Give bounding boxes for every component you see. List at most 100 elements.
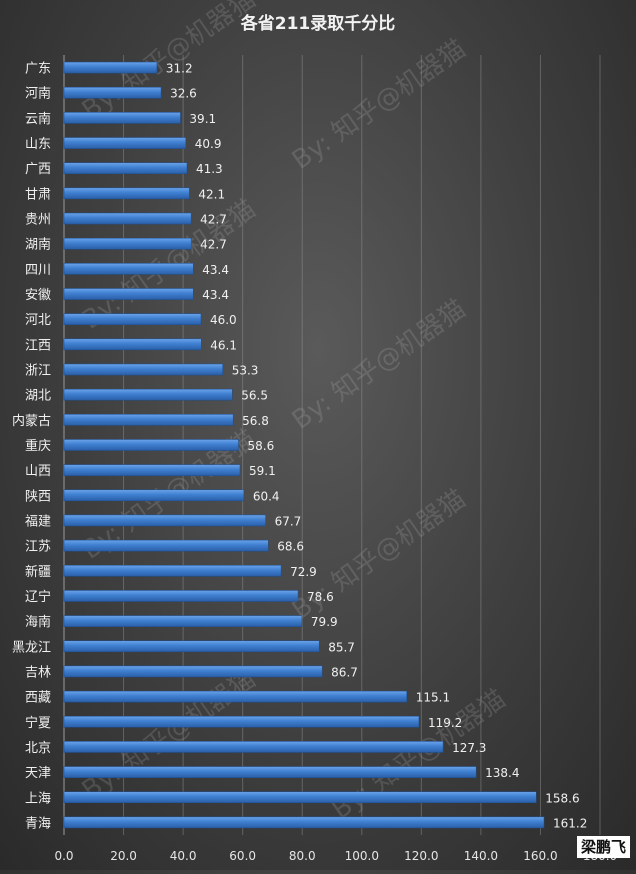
value-label: 72.9 <box>290 565 317 579</box>
value-label: 79.9 <box>311 615 338 629</box>
value-label: 32.6 <box>170 87 197 101</box>
bar <box>63 313 202 325</box>
category-label: 内蒙古 <box>12 413 51 429</box>
category-label: 山东 <box>25 137 51 152</box>
category-label: 黑龙江 <box>12 640 51 655</box>
bar <box>63 565 282 577</box>
value-label: 53.3 <box>232 364 259 378</box>
value-label: 59.1 <box>249 464 276 478</box>
value-label: 43.4 <box>202 288 229 302</box>
bar <box>63 288 194 300</box>
bar <box>63 816 545 829</box>
value-label: 41.3 <box>196 162 223 176</box>
value-label: 56.5 <box>241 389 268 403</box>
category-label: 云南 <box>25 111 51 127</box>
category-label: 江苏 <box>25 539 51 555</box>
category-label: 甘肃 <box>25 187 51 202</box>
bar <box>63 237 192 250</box>
value-label: 56.8 <box>242 414 269 428</box>
bar <box>63 615 303 627</box>
category-label: 重庆 <box>25 438 51 454</box>
category-label: 北京 <box>25 741 51 756</box>
category-label: 山西 <box>25 464 51 479</box>
value-label: 42.7 <box>200 238 227 252</box>
x-tick-label: 0.0 <box>54 849 73 863</box>
category-label: 河南 <box>25 86 51 102</box>
value-label: 85.7 <box>328 640 355 654</box>
signature: 梁鹏飞 <box>576 836 630 858</box>
value-label: 68.6 <box>277 540 304 554</box>
category-label: 浙江 <box>25 364 51 379</box>
bar <box>63 137 187 149</box>
value-label: 86.7 <box>331 665 358 679</box>
value-label: 161.2 <box>553 816 587 830</box>
x-tick-label: 40.0 <box>170 849 197 863</box>
category-label: 广西 <box>25 162 51 177</box>
x-tick-label: 60.0 <box>229 849 256 863</box>
bar <box>63 388 233 401</box>
category-label: 海南 <box>25 614 51 630</box>
category-label: 宁夏 <box>25 715 51 731</box>
bar <box>63 665 323 678</box>
value-label: 31.2 <box>166 62 193 76</box>
category-label: 天津 <box>25 766 51 781</box>
bar <box>63 112 181 124</box>
value-label: 46.1 <box>210 338 237 352</box>
category-label: 新疆 <box>25 564 51 580</box>
axis-layer: 0.020.040.060.080.0100.0120.0140.0160.01… <box>54 849 617 863</box>
category-label: 四川 <box>25 263 51 278</box>
category-label: 安徽 <box>25 288 51 303</box>
bar <box>63 640 320 653</box>
value-label: 60.4 <box>253 489 280 503</box>
bar <box>63 162 188 175</box>
value-label: 42.7 <box>200 213 227 227</box>
category-label: 上海 <box>25 791 51 806</box>
value-label: 158.6 <box>545 791 579 805</box>
category-label: 辽宁 <box>25 589 51 605</box>
category-label: 西藏 <box>25 691 51 706</box>
bar <box>63 464 241 476</box>
bar <box>63 363 223 376</box>
category-label: 广东 <box>25 62 51 77</box>
x-tick-label: 100.0 <box>345 849 379 863</box>
bar <box>63 766 477 778</box>
value-label: 39.1 <box>189 112 216 126</box>
bar <box>63 690 407 703</box>
value-label: 58.6 <box>247 439 274 453</box>
bar <box>63 414 234 426</box>
bar <box>63 263 194 275</box>
bar <box>63 61 158 74</box>
value-label: 115.1 <box>416 691 450 705</box>
value-label: 138.4 <box>485 766 519 780</box>
bar <box>63 439 239 451</box>
x-tick-label: 140.0 <box>464 849 498 863</box>
value-label: 40.9 <box>195 137 222 151</box>
x-tick-label: 120.0 <box>404 849 438 863</box>
value-label: 119.2 <box>428 716 462 730</box>
x-tick-label: 20.0 <box>110 849 137 863</box>
bar <box>63 212 192 225</box>
bar <box>63 741 444 753</box>
value-label: 42.1 <box>198 187 225 201</box>
category-label: 贵州 <box>25 213 51 228</box>
bars-layer <box>63 61 545 829</box>
bar <box>63 489 245 502</box>
bar <box>63 590 299 602</box>
watermark-text: By: 知乎@机器猫 <box>287 484 472 626</box>
bar <box>63 715 420 728</box>
value-label: 43.4 <box>202 263 229 277</box>
x-tick-label: 160.0 <box>523 849 557 863</box>
chart-title: 各省211录取千分比 <box>240 13 396 34</box>
value-label: 127.3 <box>452 741 486 755</box>
bar <box>63 514 266 527</box>
category-label: 江西 <box>25 338 51 353</box>
category-label: 吉林 <box>25 665 51 680</box>
category-label: 河北 <box>25 313 51 328</box>
value-label: 67.7 <box>275 514 302 528</box>
bar <box>63 338 202 351</box>
bar <box>63 791 537 804</box>
value-label: 46.0 <box>210 313 237 327</box>
bar <box>63 187 190 200</box>
